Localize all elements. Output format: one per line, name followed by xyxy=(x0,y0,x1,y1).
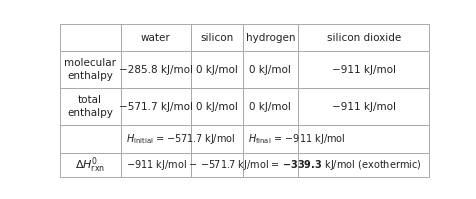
Text: −285.8 kJ/mol: −285.8 kJ/mol xyxy=(119,65,192,75)
Bar xyxy=(60,88,120,125)
Bar xyxy=(190,153,242,177)
Text: −911 kJ/mol − −571.7 kJ/mol = $\mathbf{-339.3\ \mathsf{kJ/mol}}$ (exothermic): −911 kJ/mol − −571.7 kJ/mol = $\mathbf{-… xyxy=(126,158,421,172)
Text: 0 kJ/mol: 0 kJ/mol xyxy=(249,102,291,112)
Bar xyxy=(60,24,120,52)
Bar xyxy=(190,24,242,52)
Text: 0 kJ/mol: 0 kJ/mol xyxy=(249,65,291,75)
Bar xyxy=(298,52,428,88)
Bar xyxy=(242,88,298,125)
Bar xyxy=(190,52,242,88)
Text: silicon: silicon xyxy=(200,33,233,43)
Bar xyxy=(298,88,428,125)
Bar xyxy=(120,125,190,153)
Text: silicon dioxide: silicon dioxide xyxy=(326,33,400,43)
Text: $\Delta H^0_{\mathrm{rxn}}$: $\Delta H^0_{\mathrm{rxn}}$ xyxy=(75,155,105,175)
Text: $H_{\mathrm{initial}}$ = −571.7 kJ/mol: $H_{\mathrm{initial}}$ = −571.7 kJ/mol xyxy=(126,132,235,146)
Bar xyxy=(298,153,428,177)
Bar xyxy=(242,24,298,52)
Text: molecular
enthalpy: molecular enthalpy xyxy=(64,58,116,81)
Bar xyxy=(190,88,242,125)
Text: −911 kJ/mol: −911 kJ/mol xyxy=(331,102,395,112)
Bar xyxy=(242,125,298,153)
Text: 0 kJ/mol: 0 kJ/mol xyxy=(195,102,237,112)
Bar xyxy=(120,52,190,88)
Bar xyxy=(60,153,120,177)
Text: total
enthalpy: total enthalpy xyxy=(67,95,113,118)
Bar xyxy=(242,52,298,88)
Bar xyxy=(120,153,190,177)
Text: hydrogen: hydrogen xyxy=(245,33,295,43)
Bar xyxy=(120,88,190,125)
Text: water: water xyxy=(140,33,170,43)
Bar xyxy=(298,125,428,153)
Text: −571.7 kJ/mol: −571.7 kJ/mol xyxy=(119,102,192,112)
Text: $H_{\mathrm{final}}$ = −911 kJ/mol: $H_{\mathrm{final}}$ = −911 kJ/mol xyxy=(248,132,345,146)
Bar xyxy=(60,52,120,88)
Bar xyxy=(190,125,242,153)
Bar xyxy=(242,153,298,177)
Bar xyxy=(120,24,190,52)
Bar xyxy=(60,125,120,153)
Text: 0 kJ/mol: 0 kJ/mol xyxy=(195,65,237,75)
Bar xyxy=(298,24,428,52)
Text: −911 kJ/mol: −911 kJ/mol xyxy=(331,65,395,75)
